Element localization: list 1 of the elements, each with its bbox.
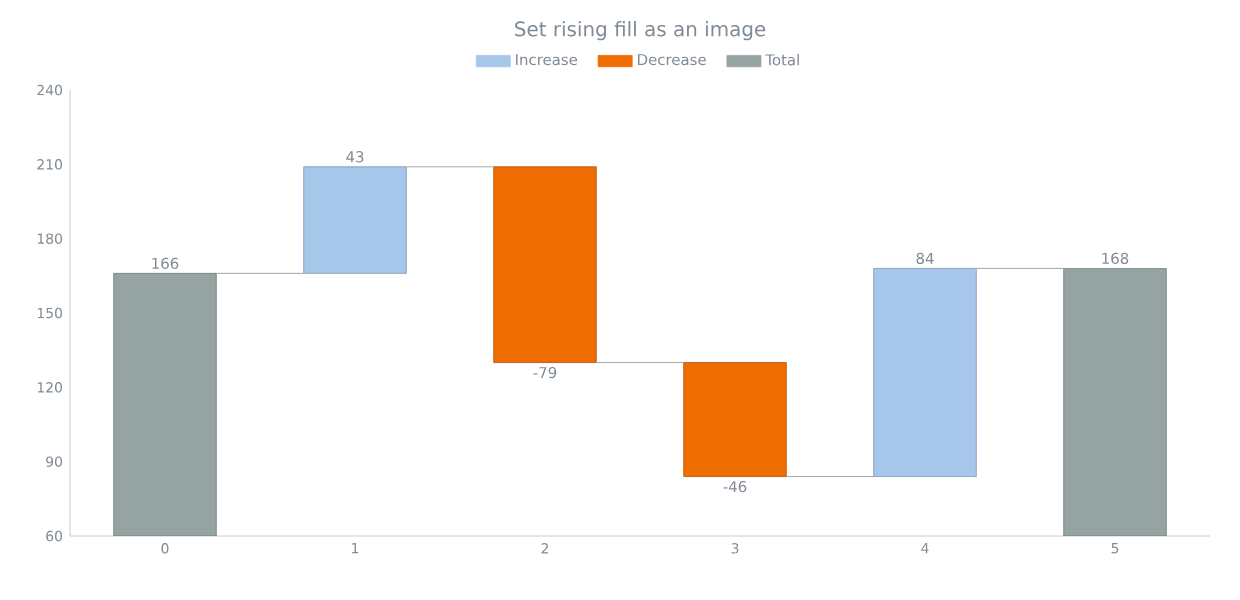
chart-title: Set rising fill as an image [515, 21, 766, 41]
